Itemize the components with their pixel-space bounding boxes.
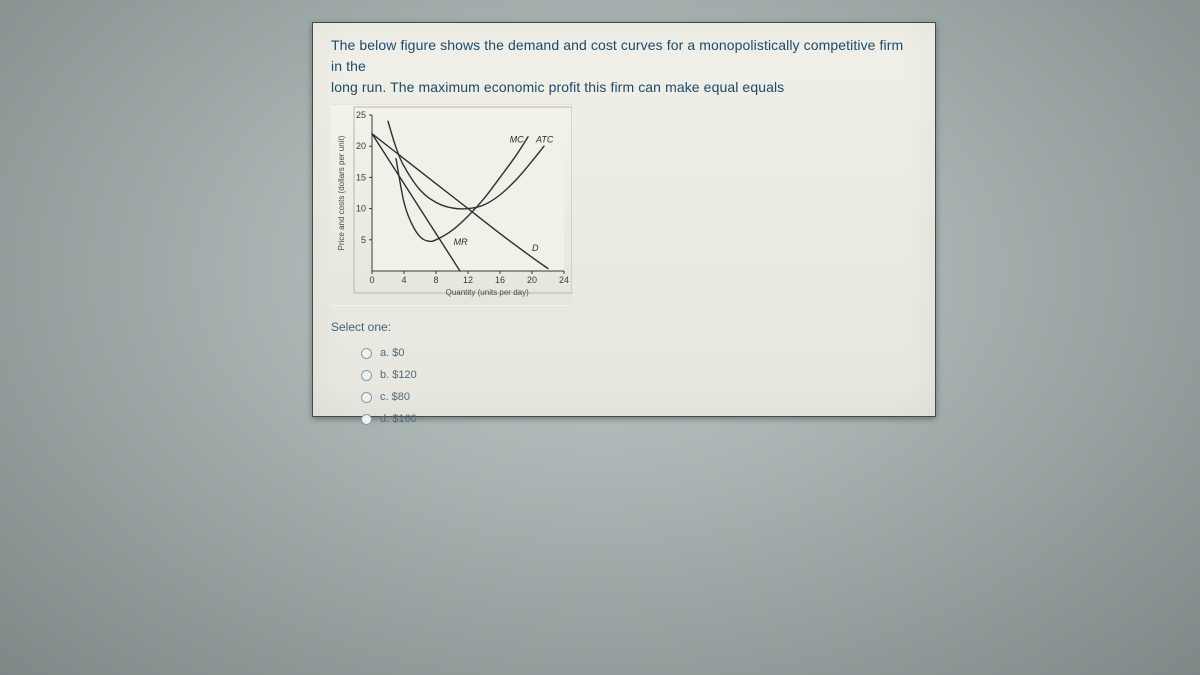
option-label: a. $0: [380, 347, 404, 359]
svg-text:MR: MR: [454, 237, 468, 247]
svg-text:D: D: [532, 243, 539, 253]
svg-text:25: 25: [356, 110, 366, 120]
econ-chart: 5 10 15 20 25 0 4 8 12 16 20 24 Quantity (units per …: [331, 104, 573, 306]
option-label: b. $120: [380, 369, 417, 381]
question-line-1: The below figure shows the demand and co…: [331, 37, 903, 74]
svg-text:12: 12: [463, 275, 473, 285]
svg-text:5: 5: [361, 235, 366, 245]
question-card: The below figure shows the demand and co…: [312, 22, 936, 417]
svg-text:10: 10: [356, 204, 366, 214]
radio-icon[interactable]: [361, 414, 372, 425]
svg-text:MC: MC: [510, 134, 524, 144]
svg-text:8: 8: [433, 275, 438, 285]
radio-icon[interactable]: [361, 392, 372, 403]
svg-text:20: 20: [356, 141, 366, 151]
svg-text:Quantity (units per day): Quantity (units per day): [446, 288, 529, 297]
svg-text:4: 4: [401, 275, 406, 285]
option-label: d. $160: [380, 413, 417, 425]
answer-options: a. $0 b. $120 c. $80 d. $160: [331, 342, 917, 430]
svg-text:ATC: ATC: [535, 134, 554, 144]
option-b[interactable]: b. $120: [361, 364, 917, 386]
question-line-2: long run. The maximum economic profit th…: [331, 79, 784, 95]
option-a[interactable]: a. $0: [361, 342, 917, 364]
option-d[interactable]: d. $160: [361, 408, 917, 430]
svg-text:16: 16: [495, 275, 505, 285]
desk-background: The below figure shows the demand and co…: [0, 0, 1200, 675]
svg-text:24: 24: [559, 275, 569, 285]
chart-svg: 5 10 15 20 25 0 4 8 12 16 20 24 Quantity (units per …: [332, 105, 572, 305]
svg-text:15: 15: [356, 172, 366, 182]
svg-text:20: 20: [527, 275, 537, 285]
option-label: c. $80: [380, 391, 410, 403]
select-one-label: Select one:: [331, 320, 917, 334]
option-c[interactable]: c. $80: [361, 386, 917, 408]
question-text: The below figure shows the demand and co…: [331, 35, 917, 98]
svg-text:0: 0: [369, 275, 374, 285]
radio-icon[interactable]: [361, 370, 372, 381]
svg-text:Price and costs (dollars per u: Price and costs (dollars per unit): [337, 135, 346, 250]
radio-icon[interactable]: [361, 348, 372, 359]
